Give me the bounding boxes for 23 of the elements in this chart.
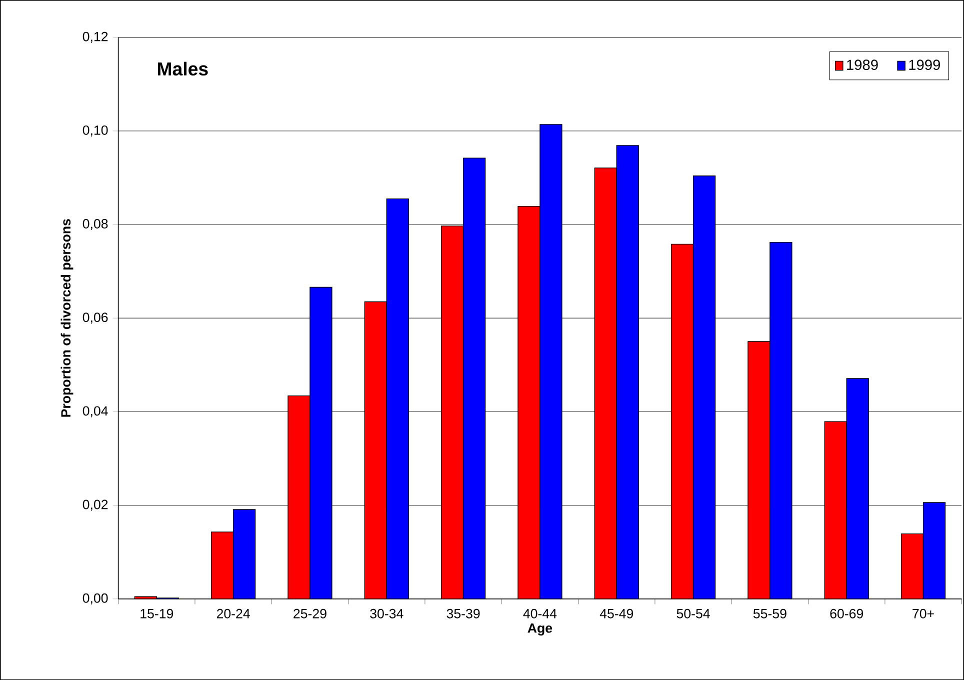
legend-label: 1999 [909,60,940,70]
text: Males [158,62,208,76]
x-tick-label: 30-34 [370,608,404,618]
y-axis-title: Proportion of divorced persons [60,218,74,417]
x-axis-title: Age [528,623,552,636]
x-tick-label: 25-29 [294,608,326,618]
x-tick-label: 60-69 [830,608,864,618]
y-tick-label: 0,12 [82,32,108,43]
y-tick-label: 0,06 [82,312,108,324]
y-tick-label: 0,04 [82,406,108,418]
x-tick-label: 35-39 [446,608,480,618]
y-tick-label: 0,10 [82,125,108,136]
x-tick-label: 55-59 [753,608,786,618]
y-tick-label: 0,00 [82,593,108,604]
x-tick-label: 15-19 [140,608,174,618]
x-tick-label: 20-24 [216,608,250,618]
y-tick-label: 0,08 [82,218,108,230]
x-tick-label: 45-49 [600,608,634,618]
y-tick-label: 0,02 [82,500,108,511]
x-tick-label: 50-54 [676,608,710,618]
x-tick-label: 40-44 [523,608,557,618]
legend-label: 1989 [847,60,878,70]
x-tick-label: 70+ [912,608,934,618]
